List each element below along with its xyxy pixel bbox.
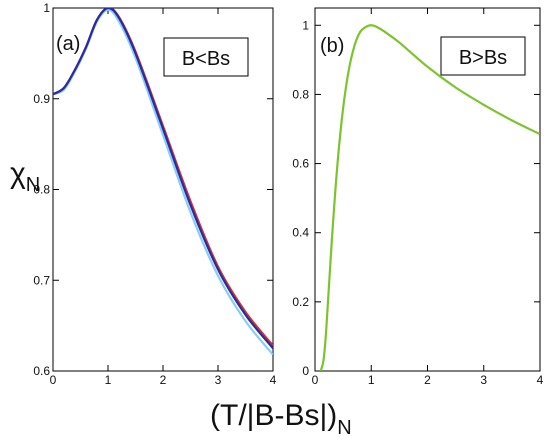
x-axis-title-sub: N: [337, 417, 351, 439]
y-tick-label: 1: [302, 18, 309, 32]
panel-label: (b): [320, 35, 344, 57]
x-tick-label: 4: [270, 373, 277, 387]
y-tick-label: 0.2: [292, 295, 309, 309]
y-tick-label: 0.7: [33, 273, 50, 287]
x-tick-label: 3: [480, 373, 487, 387]
series-line-0: [319, 24, 540, 371]
x-tick-label: 1: [368, 373, 375, 387]
y-tick-label: 0.9: [33, 92, 50, 106]
x-axis-title-main: (T/|B-Bs|): [210, 399, 337, 432]
x-tick-label: 4: [537, 373, 544, 387]
y-tick-label: 0.6: [292, 157, 309, 171]
y-tick-label: 0.8: [33, 183, 50, 197]
y-tick-label: 0.4: [292, 226, 309, 240]
panel-a: 0 1 2 3 4 0.6 0.7 0.8 0.9 1 B<Bs (a): [33, 1, 276, 387]
x-tick-label: 0: [50, 373, 57, 387]
y-axis-title-sub: N: [26, 174, 40, 196]
y-tick-label: 0: [302, 364, 309, 378]
y-tick-label: 1: [43, 1, 50, 15]
x-tick-label: 2: [424, 373, 431, 387]
x-tick-label: 3: [215, 373, 222, 387]
x-tick-label: 1: [105, 373, 112, 387]
legend-box: [163, 37, 249, 77]
legend-box: [440, 36, 526, 76]
y-axis-title: χN: [10, 157, 40, 196]
legend-label: B>Bs: [459, 47, 507, 69]
x-tick-label: 0: [312, 373, 319, 387]
legend-label: B<Bs: [182, 48, 230, 70]
y-tick-label: 0.6: [33, 364, 50, 378]
x-axis-title: (T/|B-Bs|)N: [210, 399, 352, 439]
y-tick-label: 0.8: [292, 87, 309, 101]
x-tick-label: 2: [160, 373, 167, 387]
panel-b: 0 1 2 3 4 0 0.2 0.4 0.6 0.8 1 B>Bs (b): [292, 7, 544, 387]
series-line-2: [53, 8, 273, 350]
y-axis-title-main: χ: [10, 157, 26, 190]
panel-label: (a): [56, 33, 80, 55]
